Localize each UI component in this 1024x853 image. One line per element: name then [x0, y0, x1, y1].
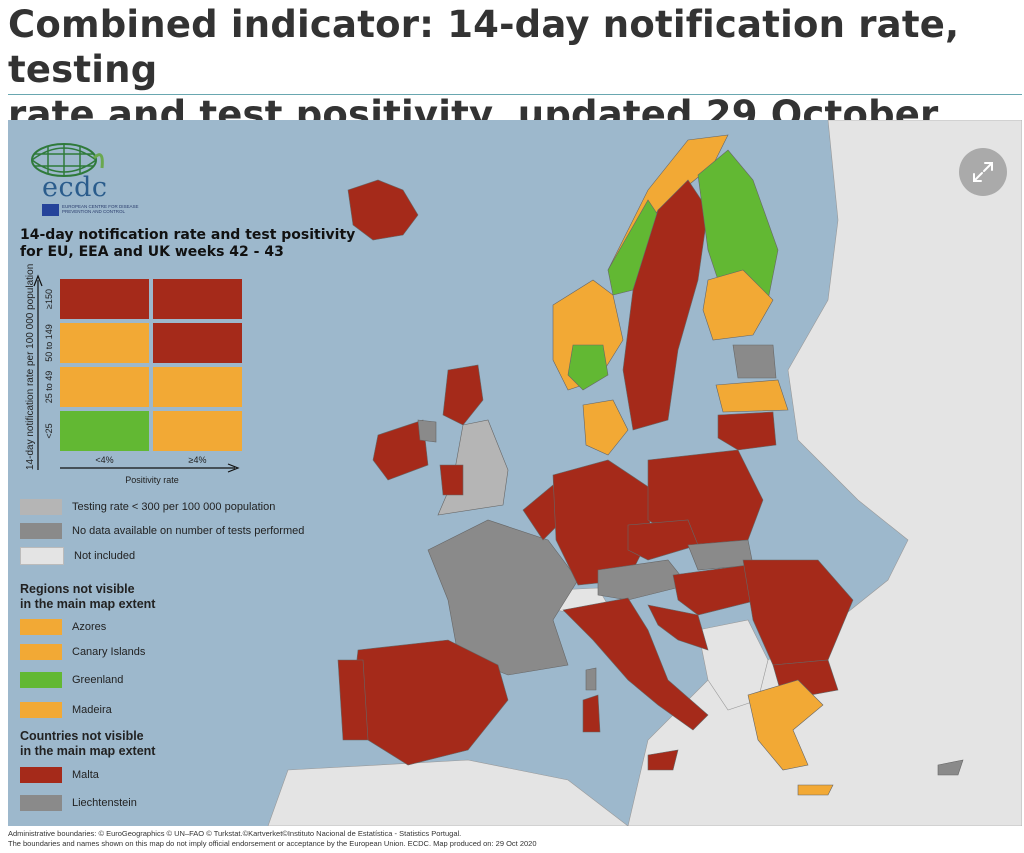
region-latvia [715, 379, 789, 413]
region-iceland [347, 179, 419, 241]
ecdc-logo-subtext: EUROPEAN CENTRE FOR DISEASE PREVENTION A… [62, 204, 139, 214]
region-france [427, 519, 579, 676]
legend-title: 14-day notification rate and test positi… [20, 227, 356, 260]
legend-label: Canary Islands [72, 646, 146, 658]
y-tick-label: <25 [44, 423, 54, 439]
legend-label: No data available on number of tests per… [72, 525, 305, 537]
legend-item: No data available on number of tests per… [20, 523, 304, 539]
x-tick-label: <4% [95, 455, 114, 465]
matrix-cell-r1-c0 [60, 323, 149, 363]
matrix-cell-r1-c1 [153, 323, 242, 363]
europe-map[interactable] [8, 120, 1022, 826]
matrix-cell-r2-c0 [60, 367, 149, 407]
legend-label: Greenland [72, 674, 124, 686]
region-lithuania [717, 411, 777, 451]
y-tick-label: ≥150 [44, 289, 54, 309]
eu-flag-icon [42, 204, 59, 216]
countries-heading: Countries not visible in the main map ex… [20, 729, 156, 758]
legend-label: Malta [72, 769, 99, 781]
region-not-included-east [627, 120, 1022, 826]
legend-item: Liechtenstein [20, 795, 137, 811]
legend-item: Testing rate < 300 per 100 000 populatio… [20, 499, 275, 515]
legend-label: Liechtenstein [72, 797, 137, 809]
title-divider [8, 94, 1022, 95]
legend-swatch [20, 499, 62, 515]
legend-item: Malta [20, 767, 99, 783]
region-ireland [372, 419, 429, 481]
matrix-cell-r2-c1 [153, 367, 242, 407]
legend-swatch [20, 523, 62, 539]
footer-line: The boundaries and names shown on this m… [8, 839, 537, 848]
legend-item: Azores [20, 619, 106, 635]
region-northern-ireland [417, 419, 437, 443]
legend-label: Testing rate < 300 per 100 000 populatio… [72, 501, 276, 513]
indicator-matrix [60, 279, 244, 451]
legend-item: Madeira [20, 702, 112, 718]
legend-swatch [20, 767, 62, 783]
region-italy [562, 597, 709, 731]
legend-swatch [20, 547, 64, 565]
legend-swatch [20, 795, 62, 811]
map-canvas [267, 120, 1022, 826]
region-estonia [732, 344, 777, 379]
legend-swatch [20, 672, 62, 688]
ecdc-logo-text: ecdc [42, 172, 108, 203]
legend-swatch [20, 644, 62, 660]
region-cyprus [937, 759, 964, 776]
region-denmark [582, 399, 629, 456]
region-hungary [672, 564, 759, 616]
region-sweden [622, 179, 709, 431]
region-austria [597, 559, 689, 601]
matrix-cell-r3-c1 [153, 411, 242, 451]
legend-label: Not included [74, 550, 136, 562]
region-corsica [585, 667, 597, 691]
region-czech [627, 519, 699, 561]
region-greece [747, 679, 824, 771]
region-portugal [337, 659, 369, 741]
matrix-cell-r3-c0 [60, 411, 149, 451]
matrix-axes [33, 274, 240, 473]
region-sardinia [582, 694, 601, 733]
x-axis-label: Positivity rate [125, 475, 179, 485]
expand-arrows-icon [973, 162, 993, 182]
legend-item: Not included [20, 547, 135, 565]
region-croatia [647, 604, 709, 651]
legend-item: Canary Islands [20, 644, 145, 660]
legend-item: Greenland [20, 672, 123, 688]
region-finland-orange [702, 269, 774, 341]
region-not-included-africa [267, 759, 629, 826]
legend-swatch [20, 702, 62, 718]
x-tick-label: ≥4% [188, 455, 207, 465]
region-scotland [442, 364, 484, 426]
y-tick-label: 25 to 49 [44, 370, 54, 404]
legend-swatch [20, 619, 62, 635]
y-tick-label: 50 to 149 [44, 324, 54, 362]
legend-label: Azores [72, 621, 107, 633]
region-norway-green [567, 344, 609, 391]
region-spain [352, 639, 509, 766]
region-wales [439, 464, 464, 496]
region-crete [797, 784, 834, 796]
region-sicily [647, 749, 679, 771]
footer-line: Administrative boundaries: © EuroGeograp… [8, 829, 462, 838]
regions-heading: Regions not visible in the main map exte… [20, 582, 156, 611]
y-axis-label: 14-day notification rate per 100 000 pop… [25, 263, 36, 470]
matrix-cell-r0-c1 [153, 279, 242, 319]
matrix-cell-r0-c0 [60, 279, 149, 319]
map-footer: Administrative boundaries: © EuroGeograp… [8, 829, 908, 849]
expand-map-button[interactable] [959, 148, 1007, 196]
ecdc-globe-icon [31, 143, 104, 177]
region-germany [552, 459, 654, 586]
legend-label: Madeira [72, 704, 112, 716]
region-finland-green [697, 149, 779, 301]
